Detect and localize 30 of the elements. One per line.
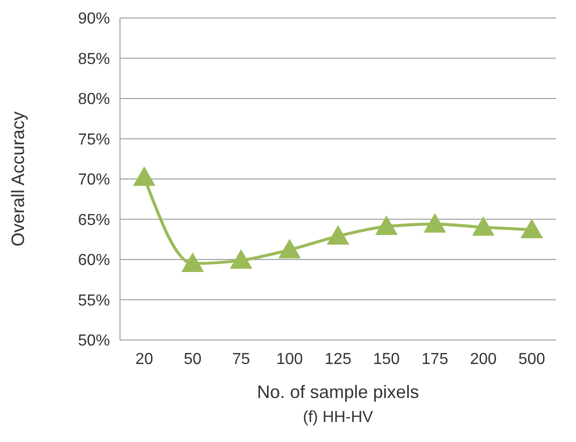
point xyxy=(230,249,252,269)
x-tick-label: 50 xyxy=(184,351,202,368)
y-tick-label: 50% xyxy=(78,332,110,350)
y-axis-title: Overall Accuracy xyxy=(8,111,28,247)
x-tick-label: 150 xyxy=(373,351,400,368)
y-tick-label: 80% xyxy=(78,91,110,108)
y-tick-label: 90% xyxy=(78,10,110,28)
x-tick-label: 200 xyxy=(470,351,497,368)
point xyxy=(181,252,204,272)
y-tick-label: 75% xyxy=(78,131,110,148)
x-tick-label: 175 xyxy=(422,351,448,368)
y-tick-label: 65% xyxy=(78,212,110,229)
point xyxy=(520,218,544,238)
x-tick-label: 500 xyxy=(518,351,546,368)
point xyxy=(278,238,301,258)
y-tick-label: 60% xyxy=(78,252,110,270)
point xyxy=(132,166,156,186)
x-tick-label: 100 xyxy=(276,351,303,368)
y-tick-label: 85% xyxy=(78,50,110,68)
text: (f) HH-HV xyxy=(302,409,374,426)
point xyxy=(424,213,446,233)
point xyxy=(472,216,495,236)
x-tick-label: 20 xyxy=(135,351,154,368)
y-tick-label: 55% xyxy=(78,292,110,310)
x-axis-title: No. of sample pixels xyxy=(256,382,420,402)
x-tick-label: 75 xyxy=(232,351,250,368)
point xyxy=(326,225,350,245)
y-tick-label: 70% xyxy=(78,172,110,189)
point xyxy=(375,215,398,235)
x-tick-label: 125 xyxy=(324,351,352,368)
